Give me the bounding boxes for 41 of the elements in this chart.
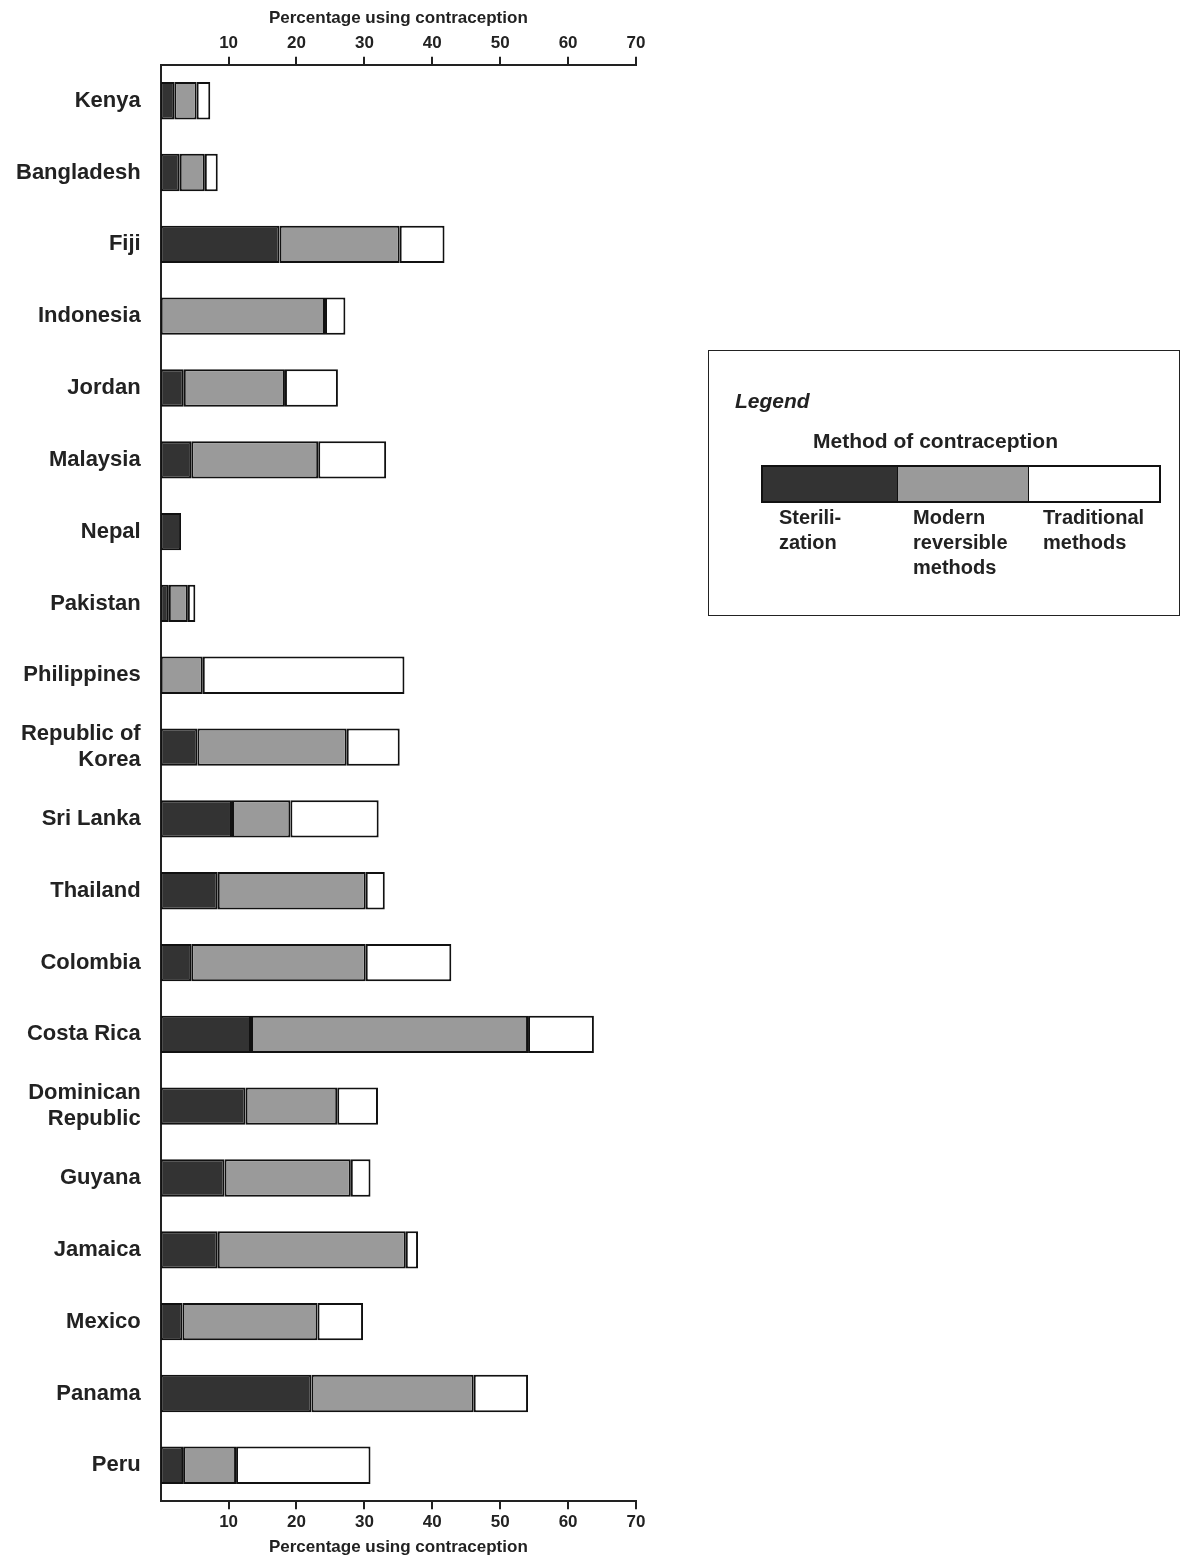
x2-tick-label: 70 — [626, 1512, 646, 1532]
text: Modern reversible methods — [912, 505, 1009, 580]
x2-tick-label: 60 — [558, 1512, 578, 1532]
x-tick-label: 30 — [354, 33, 374, 53]
y-tick-label: Republic of Korea — [20, 719, 142, 772]
x-tick-label: 70 — [626, 33, 646, 53]
x-tick-label: 40 — [422, 33, 442, 53]
y-tick-label: Jordan — [67, 374, 141, 400]
text: Traditional methods — [1042, 505, 1146, 555]
y-tick-label: Fiji — [108, 230, 141, 256]
x2-axis-title: Percentage using contraception — [268, 7, 528, 27]
y-tick-label: Peru — [91, 1451, 141, 1477]
y-tick-label: Dominican Republic — [28, 1079, 141, 1131]
x2-tick-label: 30 — [354, 1512, 374, 1532]
y-tick-label: Colombia — [40, 948, 142, 974]
x-tick-label: 20 — [287, 33, 306, 53]
y-tick-label: Sri Lanka — [41, 804, 142, 830]
y-tick-label: Kenya — [74, 86, 142, 112]
legend-title: Method of contraception — [813, 429, 1058, 453]
x2-tick-label: 40 — [422, 1512, 442, 1532]
y-tick-label: Thailand — [50, 876, 141, 902]
y-tick-label: Malaysia — [48, 445, 142, 471]
text: Sterili-zation — [778, 505, 843, 555]
x-tick-label: 60 — [558, 33, 578, 53]
y-tick-label: Panama — [56, 1379, 142, 1405]
y-tick-label: Jamaica — [53, 1235, 142, 1261]
y-tick-label: Philippines — [23, 661, 141, 687]
x2-tick-label: 20 — [287, 1512, 306, 1532]
x-tick-label: 10 — [219, 33, 239, 53]
y-tick-label: Costa Rica — [26, 1020, 142, 1046]
y-tick-label: Indonesia — [38, 302, 142, 328]
y-tick-label: Bangladesh — [15, 158, 141, 184]
x-tick-label: 50 — [490, 33, 510, 53]
y-tick-label: Nepal — [80, 517, 141, 543]
x-axis-title: Percentage using contraception — [268, 1537, 528, 1557]
text: Legend — [735, 389, 810, 413]
y-tick-label: Pakistan — [50, 589, 141, 615]
y-tick-label: Guyana — [59, 1164, 142, 1190]
x2-tick-label: 50 — [490, 1512, 510, 1532]
x2-tick-label: 10 — [219, 1512, 239, 1532]
y-tick-label: Mexico — [66, 1307, 141, 1333]
